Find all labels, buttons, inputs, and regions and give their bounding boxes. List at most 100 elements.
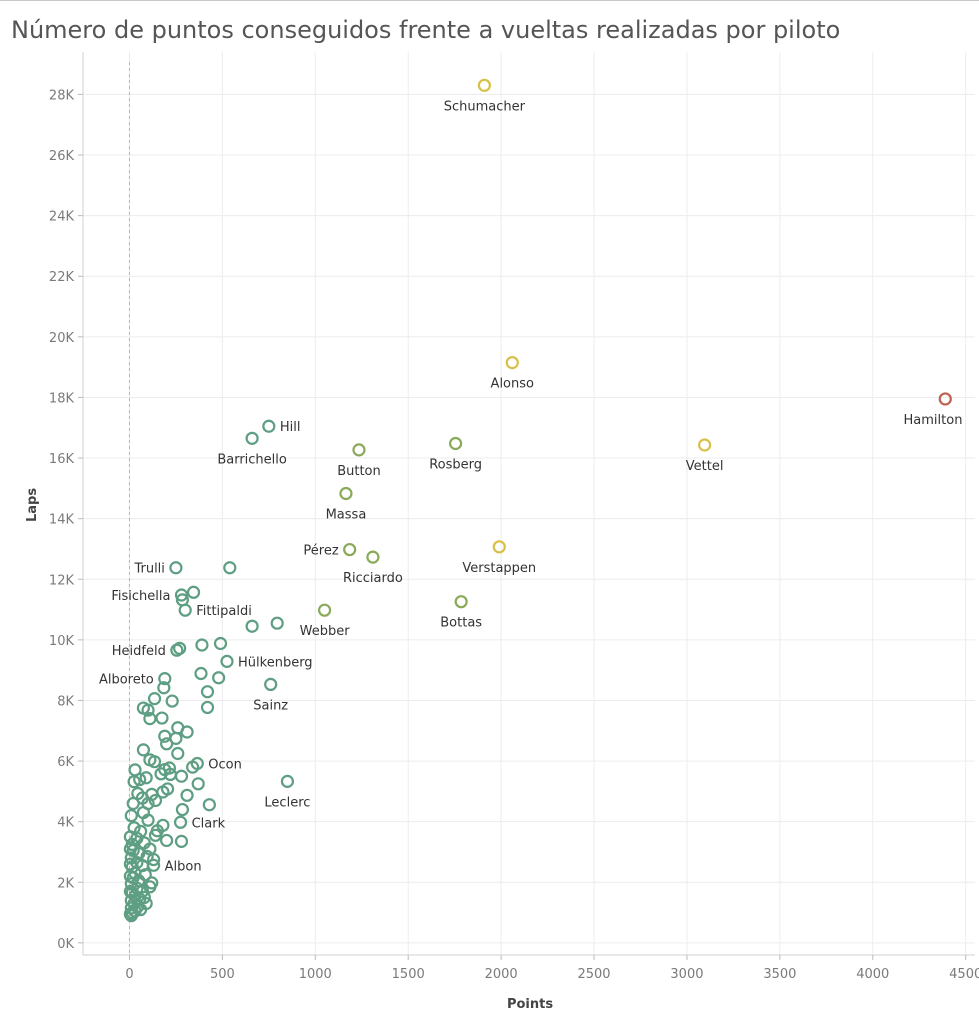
data-point-alboreto: [158, 672, 172, 686]
data-point-alonso: [505, 355, 519, 370]
data-point-verstappen: [492, 540, 506, 554]
point-label: Fisichella: [111, 589, 170, 604]
point-label: Button: [337, 464, 381, 479]
data-point: [147, 852, 161, 867]
data-point-albon: [147, 858, 161, 872]
y-tick-label: 6K: [57, 755, 74, 770]
data-point-hill: [262, 419, 276, 433]
y-tick-label: 22K: [49, 270, 75, 285]
y-axis-label: Laps: [25, 488, 40, 522]
data-point: [200, 685, 215, 699]
point-label: Albon: [165, 859, 202, 874]
data-point-barrichello: [245, 431, 259, 445]
data-point-hamilton: [938, 392, 952, 406]
data-point-vettel: [698, 438, 712, 452]
x-tick-label: 3000: [670, 967, 703, 982]
point-labels: Schumacher Alonso Hamilton Vettel Rosberg But…: [99, 99, 963, 874]
point-label: Heidfeld: [112, 644, 166, 659]
point-label: Hill: [280, 420, 301, 435]
data-point: [160, 833, 174, 848]
data-point-hülkenberg: [220, 654, 234, 668]
data-point: [160, 737, 174, 751]
data-point-ricciardo: [366, 550, 380, 564]
data-point-button: [352, 443, 366, 457]
data-point: [165, 694, 179, 708]
data-point: [191, 777, 205, 791]
data-point: [150, 824, 164, 838]
point-label: Ricciardo: [343, 571, 403, 586]
y-tick-label: 12K: [49, 573, 75, 588]
point-label: Schumacher: [444, 99, 526, 114]
data-points: [123, 78, 952, 923]
y-tick-label: 28K: [49, 88, 75, 103]
data-point: [123, 842, 137, 856]
data-point: [148, 793, 163, 808]
x-tick-label: 3500: [763, 967, 796, 982]
x-axis-ticks: 0 500 1000 1500 2000 2500 3000 3500 4000 4500: [125, 955, 979, 982]
data-point: [135, 791, 150, 805]
x-tick-label: 1000: [299, 967, 332, 982]
data-point: [245, 619, 259, 633]
data-point: [137, 890, 151, 905]
data-point: [171, 746, 185, 761]
point-label: Vettel: [686, 459, 724, 474]
data-point-sainz: [264, 677, 278, 692]
y-tick-label: 8K: [57, 694, 74, 709]
data-point: [194, 666, 208, 681]
data-point: [270, 616, 284, 630]
x-tick-label: 500: [210, 967, 235, 982]
point-label: Hülkenberg: [238, 655, 313, 670]
data-point-trulli: [169, 561, 183, 575]
data-point-pérez: [343, 542, 357, 557]
data-point: [141, 813, 155, 827]
y-tick-label: 14K: [49, 513, 75, 528]
point-label: Alonso: [491, 377, 534, 392]
point-label: Trulli: [133, 562, 164, 577]
data-point: [133, 772, 147, 787]
x-axis-label: Points: [507, 997, 553, 1012]
chart-title: Número de puntos conseguidos frente a vu…: [11, 16, 841, 44]
data-point-schumacher: [477, 78, 491, 92]
x-tick-label: 4000: [856, 967, 889, 982]
y-tick-label: 20K: [49, 331, 75, 346]
data-point: [124, 909, 138, 923]
data-point: [123, 830, 137, 844]
data-point: [147, 755, 162, 769]
data-point: [212, 671, 226, 685]
data-point: [169, 731, 183, 745]
data-point-leclerc: [280, 774, 295, 788]
data-point: [180, 725, 194, 739]
x-tick-label: 2500: [577, 967, 610, 982]
data-point-bottas: [454, 595, 468, 609]
point-label: Pérez: [303, 544, 338, 559]
y-tick-label: 18K: [49, 391, 75, 406]
data-point: [155, 711, 169, 725]
grid-lines: [82, 52, 975, 956]
data-point-fittipaldi: [178, 603, 192, 617]
y-tick-label: 16K: [49, 452, 75, 467]
y-tick-label: 2K: [57, 876, 74, 891]
point-label: Verstappen: [462, 561, 536, 576]
data-point: [147, 692, 162, 706]
point-label: Barrichello: [217, 452, 287, 467]
data-point-heidfeld: [170, 643, 184, 657]
data-point: [175, 802, 190, 817]
data-point: [139, 896, 153, 911]
data-point-clark: [173, 815, 188, 829]
y-tick-label: 10K: [49, 634, 75, 649]
top-border: [0, 0, 979, 1]
data-point: [134, 824, 148, 838]
data-point: [158, 729, 172, 743]
data-point: [141, 703, 155, 717]
point-label: Ocon: [208, 757, 242, 772]
data-point: [213, 636, 228, 651]
data-point: [139, 771, 153, 785]
data-point: [123, 857, 137, 871]
data-point: [124, 809, 138, 823]
data-point-webber: [317, 603, 332, 617]
point-label: Sainz: [253, 698, 288, 713]
point-label: Fittipaldi: [196, 604, 252, 619]
data-point: [186, 585, 201, 599]
y-tick-label: 4K: [57, 816, 74, 831]
